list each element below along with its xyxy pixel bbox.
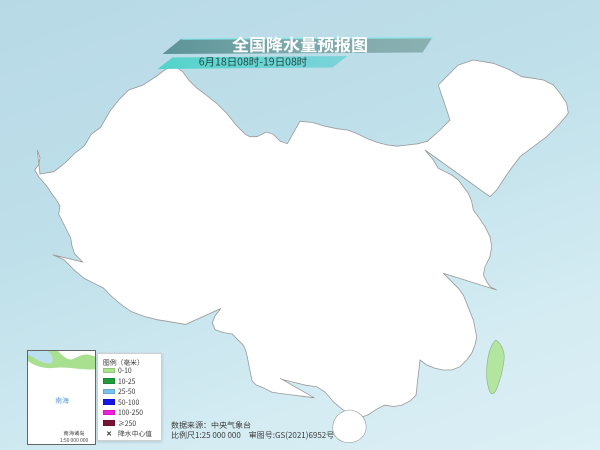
svg-text:1:50 000 000: 1:50 000 000 bbox=[60, 437, 89, 444]
svg-text:全国降水量预报图: 全国降水量预报图 bbox=[232, 31, 368, 56]
svg-text:南海诸岛: 南海诸岛 bbox=[63, 429, 84, 437]
svg-text:6月18日08时-19日08时: 6月18日08时-19日08时 bbox=[199, 55, 308, 70]
svg-text:南海: 南海 bbox=[55, 396, 69, 406]
